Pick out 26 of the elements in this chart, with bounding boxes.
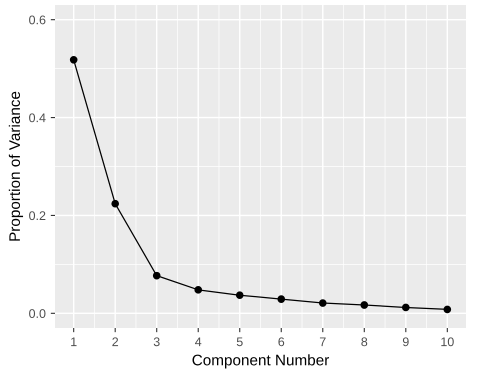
y-tick-label: 0.0 [29,309,46,318]
point [277,295,286,303]
point [444,306,452,314]
point [111,200,120,208]
y-tick-label: 0.2 [29,211,46,220]
point [70,56,78,64]
point [194,286,202,294]
x-tick-label: 4 [195,337,202,346]
x-tick-label: 2 [112,337,118,346]
x-tick-label: 7 [320,337,326,346]
x-tick-label: 6 [278,337,284,346]
point [360,301,368,309]
y-tick-label: 0.4 [29,113,46,122]
point [318,299,327,307]
x-tick-label: 5 [236,337,243,346]
y-tick-label: 0.6 [29,15,46,24]
point [152,272,161,280]
x-tick-label: 1 [71,337,77,346]
y-axis-title: Proportion of Variance [8,92,24,241]
x-axis-title: Component Number [192,354,330,368]
x-tick-label: 3 [154,337,160,346]
point [236,291,244,300]
point [402,304,410,312]
x-tick-label: 9 [402,337,409,346]
x-tick-label: 10 [441,337,454,346]
x-tick-label: 8 [361,337,368,346]
